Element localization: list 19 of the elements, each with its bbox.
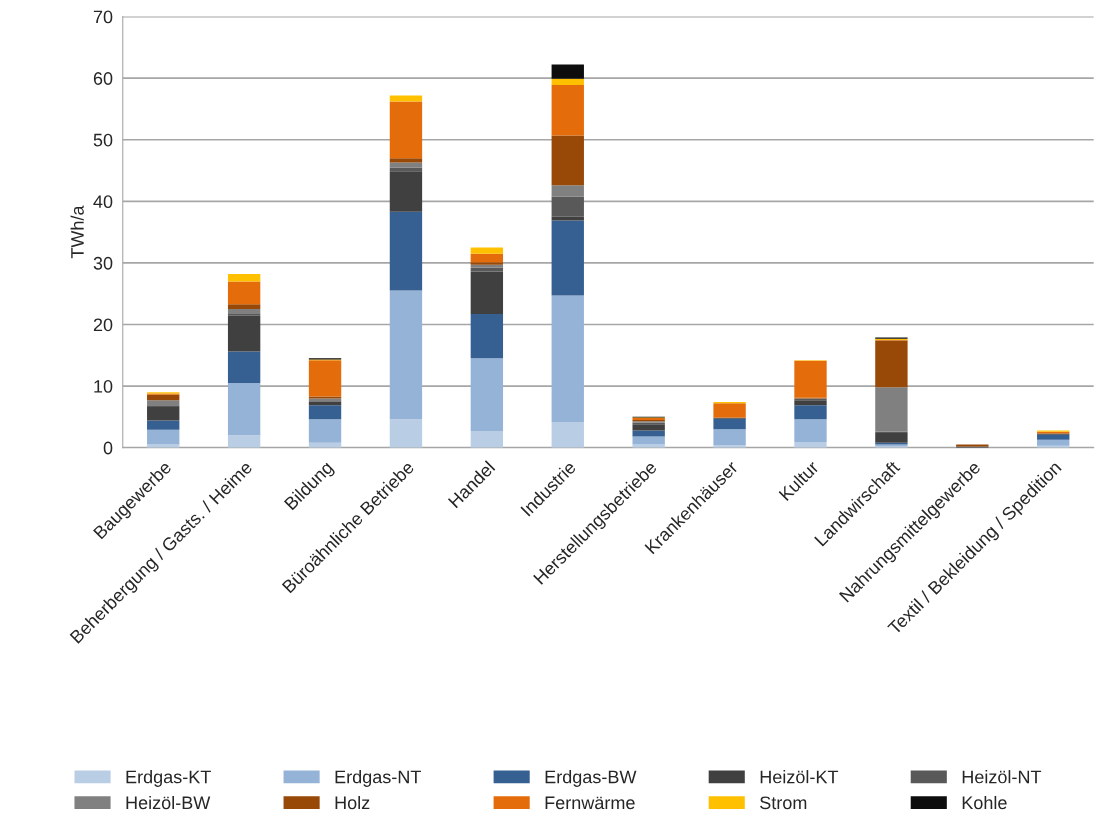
y-tick-label: 20 [93, 318, 113, 332]
legend-label: Fernwärme [545, 796, 635, 810]
y-axis-title: TWh/a [70, 205, 84, 259]
legend-label: Kohle [962, 795, 1007, 810]
legend-label: Holz [335, 795, 370, 810]
y-tick-label: 0 [103, 441, 113, 455]
y-tick-label: 40 [93, 195, 113, 209]
legend-label: Erdgas-BW [545, 770, 637, 787]
legend-label: Heizöl-BW [126, 795, 211, 810]
y-tick-label: 10 [94, 380, 113, 393]
y-tick-label: 60 [93, 72, 113, 85]
legend-label: Heizöl-NT [962, 770, 1042, 784]
y-tick-label: 50 [93, 133, 113, 147]
y-tick-label: 70 [93, 10, 113, 24]
y-tick-label: 30 [93, 256, 113, 270]
legend-label: Heizöl-KT [760, 770, 839, 784]
legend-label: Erdgas-NT [335, 770, 421, 787]
legend-label: Strom [760, 796, 807, 810]
legend-label: Erdgas-KT [126, 770, 211, 787]
